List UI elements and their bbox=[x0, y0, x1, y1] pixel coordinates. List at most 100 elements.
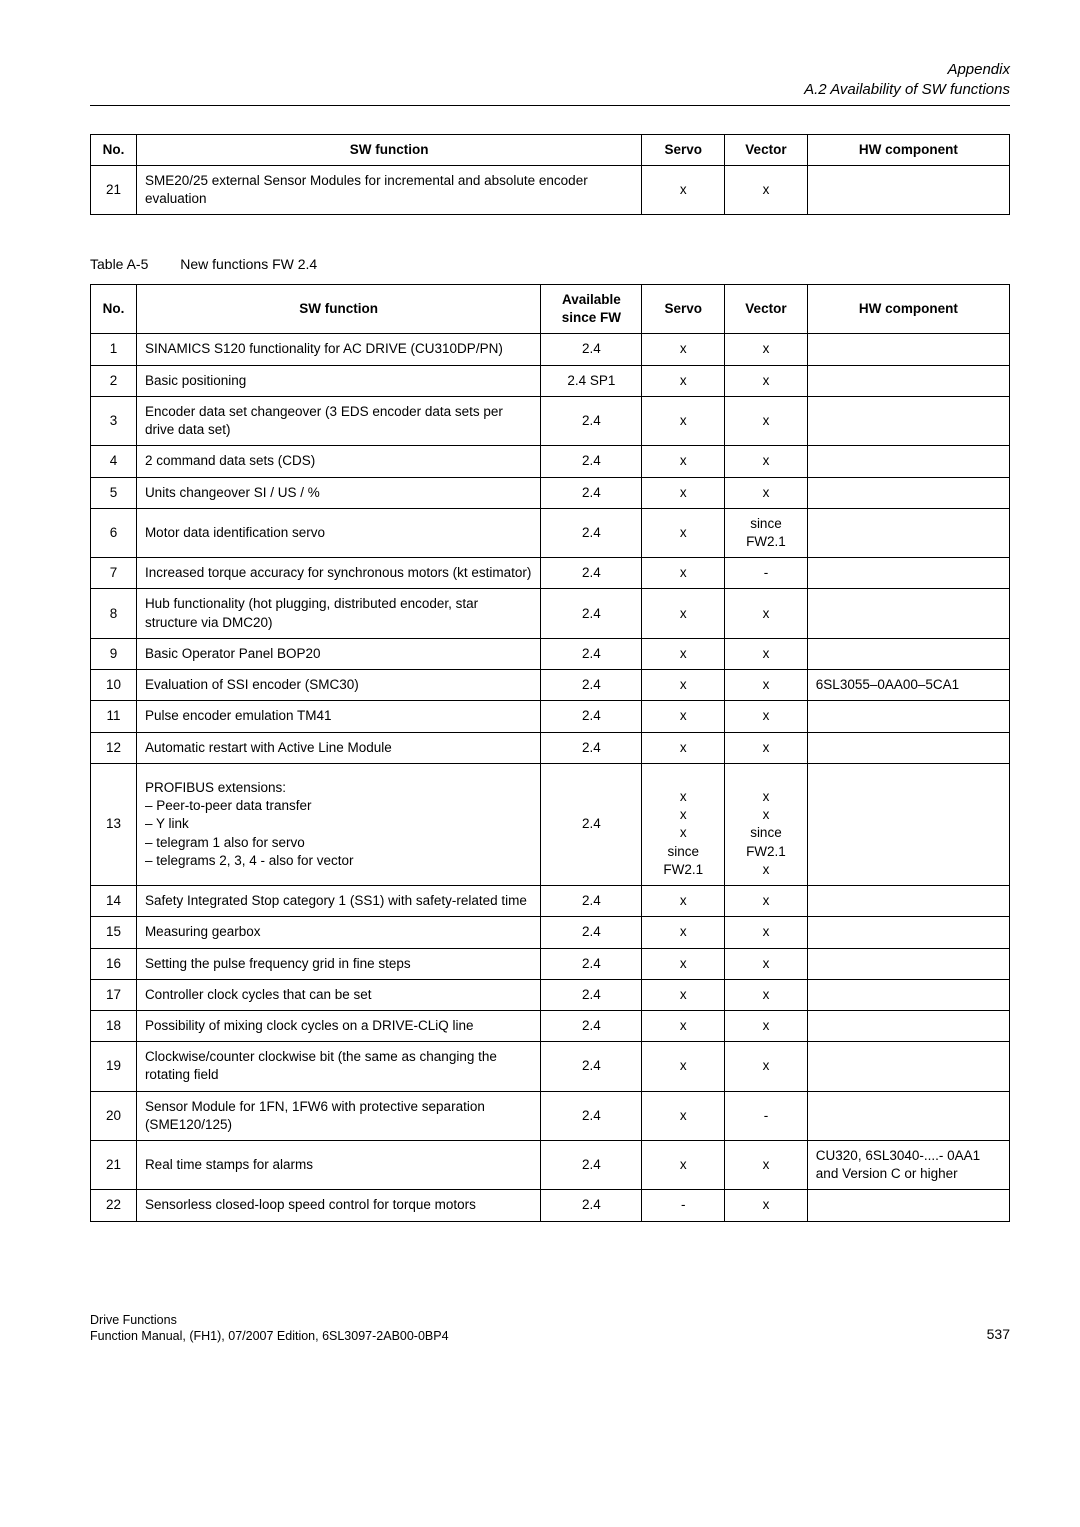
t2-cell-hw: CU320, 6SL3040-....- 0AA1 and Version C … bbox=[807, 1141, 1009, 1190]
col-servo: Servo bbox=[642, 134, 725, 165]
t2-row: 3Encoder data set changeover (3 EDS enco… bbox=[91, 396, 1010, 445]
t2-row: 14Safety Integrated Stop category 1 (SS1… bbox=[91, 886, 1010, 917]
t2-cell-avail: 2.4 bbox=[541, 396, 642, 445]
t2-cell-no: 10 bbox=[91, 670, 137, 701]
t2-cell-hw bbox=[807, 917, 1009, 948]
t2-cell-fn: Real time stamps for alarms bbox=[136, 1141, 540, 1190]
col-vector: Vector bbox=[725, 134, 808, 165]
t2-cell-no: 20 bbox=[91, 1091, 137, 1140]
t2-cell-servo: x bbox=[642, 638, 725, 669]
t2-cell-no: 7 bbox=[91, 558, 137, 589]
t2-cell-fn: Evaluation of SSI encoder (SMC30) bbox=[136, 670, 540, 701]
t2-cell-no: 8 bbox=[91, 589, 137, 638]
t2-cell-no: 15 bbox=[91, 917, 137, 948]
col-hw: HW component bbox=[807, 134, 1009, 165]
t2-cell-servo: x bbox=[642, 732, 725, 763]
t2-cell-avail: 2.4 bbox=[541, 508, 642, 557]
t1-row: 21SME20/25 external Sensor Modules for i… bbox=[91, 165, 1010, 214]
t2-cell-no: 4 bbox=[91, 446, 137, 477]
t1-cell-fn: SME20/25 external Sensor Modules for inc… bbox=[136, 165, 641, 214]
t2-row: 8Hub functionality (hot plugging, distri… bbox=[91, 589, 1010, 638]
t2-cell-avail: 2.4 bbox=[541, 763, 642, 885]
t2-cell-vector: x bbox=[725, 365, 808, 396]
t2-cell-avail: 2.4 bbox=[541, 1010, 642, 1041]
t2-cell-fn: Increased torque accuracy for synchronou… bbox=[136, 558, 540, 589]
t2-row: 6Motor data identification servo2.4xsinc… bbox=[91, 508, 1010, 557]
t2-cell-vector: x bbox=[725, 979, 808, 1010]
t2-row: 18Possibility of mixing clock cycles on … bbox=[91, 1010, 1010, 1041]
t2-cell-avail: 2.4 SP1 bbox=[541, 365, 642, 396]
t2-cell-fn: Encoder data set changeover (3 EDS encod… bbox=[136, 396, 540, 445]
t2-cell-servo: x bbox=[642, 917, 725, 948]
t2-cell-fn: Units changeover SI / US / % bbox=[136, 477, 540, 508]
t1-cell-no: 21 bbox=[91, 165, 137, 214]
t2-cell-avail: 2.4 bbox=[541, 1091, 642, 1140]
t2-cell-fn: Sensorless closed-loop speed control for… bbox=[136, 1190, 540, 1221]
t2-cell-avail: 2.4 bbox=[541, 701, 642, 732]
t2-cell-hw bbox=[807, 763, 1009, 885]
t2-cell-fn: PROFIBUS extensions: – Peer-to-peer data… bbox=[136, 763, 540, 885]
t2-cell-avail: 2.4 bbox=[541, 446, 642, 477]
t2-cell-hw bbox=[807, 508, 1009, 557]
t2-cell-fn: Pulse encoder emulation TM41 bbox=[136, 701, 540, 732]
t2-cell-hw bbox=[807, 701, 1009, 732]
t2-cell-vector: x bbox=[725, 396, 808, 445]
t2-cell-no: 19 bbox=[91, 1042, 137, 1091]
sw-function-table-continued: No.SW functionServoVectorHW component21S… bbox=[90, 134, 1010, 216]
t2-row: 22Sensorless closed-loop speed control f… bbox=[91, 1190, 1010, 1221]
t2-cell-vector: x bbox=[725, 701, 808, 732]
col-vector: Vector bbox=[725, 285, 808, 334]
t2-cell-no: 21 bbox=[91, 1141, 137, 1190]
col-fn: SW function bbox=[136, 285, 540, 334]
t2-cell-vector: x bbox=[725, 1141, 808, 1190]
t2-cell-servo: x bbox=[642, 701, 725, 732]
t2-cell-servo: x bbox=[642, 886, 725, 917]
t2-cell-fn: Clockwise/counter clockwise bit (the sam… bbox=[136, 1042, 540, 1091]
t1-cell-hw bbox=[807, 165, 1009, 214]
t2-cell-avail: 2.4 bbox=[541, 979, 642, 1010]
t2-cell-no: 1 bbox=[91, 334, 137, 365]
t2-cell-servo: x bbox=[642, 589, 725, 638]
t2-cell-servo: x bbox=[642, 508, 725, 557]
t2-cell-avail: 2.4 bbox=[541, 948, 642, 979]
footer-left: Drive Functions Function Manual, (FH1), … bbox=[90, 1312, 449, 1345]
t2-cell-no: 11 bbox=[91, 701, 137, 732]
col-fn: SW function bbox=[136, 134, 641, 165]
header-line1: Appendix bbox=[90, 60, 1010, 80]
t2-cell-hw bbox=[807, 589, 1009, 638]
t2-cell-vector: - bbox=[725, 558, 808, 589]
t2-cell-fn: Hub functionality (hot plugging, distrib… bbox=[136, 589, 540, 638]
t2-cell-servo: x bbox=[642, 446, 725, 477]
t2-cell-fn: Automatic restart with Active Line Modul… bbox=[136, 732, 540, 763]
t2-cell-no: 9 bbox=[91, 638, 137, 669]
footer-page-number: 537 bbox=[987, 1325, 1010, 1344]
col-hw: HW component bbox=[807, 285, 1009, 334]
t2-cell-servo: x bbox=[642, 1091, 725, 1140]
t2-cell-vector: x bbox=[725, 948, 808, 979]
t2-cell-avail: 2.4 bbox=[541, 732, 642, 763]
t2-cell-hw bbox=[807, 732, 1009, 763]
t2-cell-no: 12 bbox=[91, 732, 137, 763]
footer-doc-id: Function Manual, (FH1), 07/2007 Edition,… bbox=[90, 1328, 449, 1344]
t2-cell-no: 16 bbox=[91, 948, 137, 979]
t2-cell-vector: x bbox=[725, 670, 808, 701]
t2-cell-avail: 2.4 bbox=[541, 1141, 642, 1190]
t2-row: 7Increased torque accuracy for synchrono… bbox=[91, 558, 1010, 589]
t2-cell-hw bbox=[807, 365, 1009, 396]
t2-cell-vector: x bbox=[725, 334, 808, 365]
t2-cell-no: 14 bbox=[91, 886, 137, 917]
t2-cell-vector: x x since FW2.1 x bbox=[725, 763, 808, 885]
t2-cell-hw bbox=[807, 1190, 1009, 1221]
t2-cell-avail: 2.4 bbox=[541, 589, 642, 638]
t2-cell-vector: x bbox=[725, 1010, 808, 1041]
new-functions-fw24-table: No.SW functionAvailable since FWServoVec… bbox=[90, 284, 1010, 1222]
t2-cell-hw bbox=[807, 1091, 1009, 1140]
page-header: Appendix A.2 Availability of SW function… bbox=[90, 60, 1010, 101]
table-a5-caption: Table A-5 New functions FW 2.4 bbox=[90, 255, 1010, 274]
t2-cell-avail: 2.4 bbox=[541, 886, 642, 917]
t2-row: 9Basic Operator Panel BOP202.4xx bbox=[91, 638, 1010, 669]
t2-cell-servo: x bbox=[642, 334, 725, 365]
t2-cell-servo: x bbox=[642, 979, 725, 1010]
t2-cell-avail: 2.4 bbox=[541, 558, 642, 589]
t2-cell-hw bbox=[807, 638, 1009, 669]
